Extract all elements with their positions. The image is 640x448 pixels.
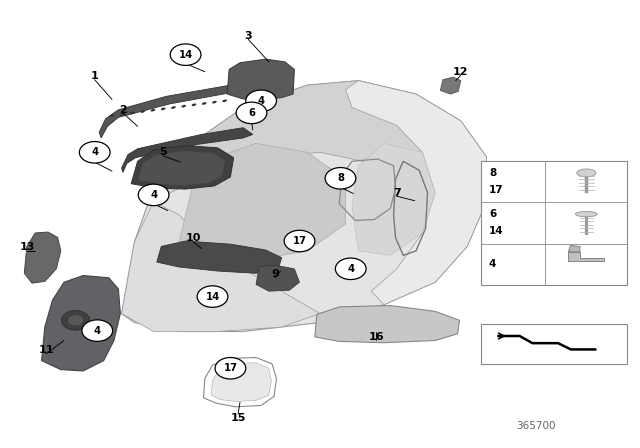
FancyBboxPatch shape [481, 161, 627, 285]
Polygon shape [99, 83, 275, 138]
Text: 12: 12 [453, 67, 468, 77]
Circle shape [236, 102, 267, 124]
Text: 10: 10 [186, 233, 201, 243]
Text: 7: 7 [393, 188, 401, 198]
Circle shape [246, 90, 276, 112]
Polygon shape [568, 246, 580, 252]
Text: 9: 9 [271, 269, 279, 279]
Ellipse shape [212, 101, 217, 103]
Text: 8: 8 [489, 168, 496, 178]
Polygon shape [211, 363, 271, 401]
Ellipse shape [575, 211, 597, 217]
Circle shape [68, 315, 83, 326]
Text: 4: 4 [91, 147, 99, 157]
Circle shape [325, 168, 356, 189]
Polygon shape [157, 241, 282, 273]
Ellipse shape [181, 105, 186, 108]
Text: 16: 16 [369, 332, 384, 342]
Text: 4: 4 [93, 326, 101, 336]
Polygon shape [315, 306, 460, 343]
Text: 6: 6 [248, 108, 255, 118]
Polygon shape [154, 81, 486, 202]
Ellipse shape [161, 108, 166, 110]
Polygon shape [227, 59, 294, 99]
Text: 8: 8 [337, 173, 344, 183]
Text: 14: 14 [205, 292, 220, 302]
Circle shape [170, 44, 201, 65]
Polygon shape [138, 151, 225, 185]
Polygon shape [131, 146, 234, 189]
Polygon shape [256, 265, 300, 291]
Ellipse shape [179, 159, 198, 177]
Circle shape [197, 286, 228, 307]
Text: 365700: 365700 [516, 421, 556, 431]
Ellipse shape [191, 103, 196, 106]
Polygon shape [122, 202, 320, 332]
Circle shape [335, 258, 366, 280]
Circle shape [284, 230, 315, 252]
Circle shape [215, 358, 246, 379]
FancyBboxPatch shape [481, 324, 627, 364]
Text: 15: 15 [230, 413, 246, 422]
Polygon shape [122, 128, 253, 172]
Ellipse shape [140, 110, 145, 113]
Polygon shape [440, 77, 461, 94]
Ellipse shape [577, 169, 596, 177]
Text: 14: 14 [179, 50, 193, 60]
Circle shape [79, 142, 110, 163]
Text: 5: 5 [159, 147, 167, 157]
Text: 17: 17 [223, 363, 237, 373]
Ellipse shape [202, 102, 207, 105]
Ellipse shape [120, 113, 125, 116]
Text: 6: 6 [489, 209, 496, 219]
Text: 4: 4 [347, 264, 355, 274]
Ellipse shape [222, 99, 227, 102]
Text: 4: 4 [257, 96, 265, 106]
Text: 14: 14 [489, 226, 504, 237]
Polygon shape [346, 81, 486, 305]
Ellipse shape [150, 109, 156, 112]
Polygon shape [24, 232, 61, 283]
Polygon shape [352, 143, 435, 255]
Text: 1: 1 [91, 71, 99, 81]
Polygon shape [179, 143, 346, 260]
Text: 2: 2 [119, 105, 127, 115]
Ellipse shape [109, 114, 115, 117]
Text: 4: 4 [150, 190, 157, 200]
Polygon shape [42, 276, 120, 371]
Circle shape [138, 184, 169, 206]
Circle shape [82, 320, 113, 341]
Polygon shape [568, 252, 604, 261]
Text: 13: 13 [19, 242, 35, 252]
Circle shape [61, 310, 90, 330]
Polygon shape [122, 81, 486, 332]
Ellipse shape [130, 112, 135, 114]
Text: 3: 3 [244, 31, 252, 41]
Text: 4: 4 [489, 259, 497, 269]
Text: 11: 11 [38, 345, 54, 355]
Text: 17: 17 [292, 236, 307, 246]
Ellipse shape [171, 106, 176, 109]
Text: 17: 17 [489, 185, 504, 195]
